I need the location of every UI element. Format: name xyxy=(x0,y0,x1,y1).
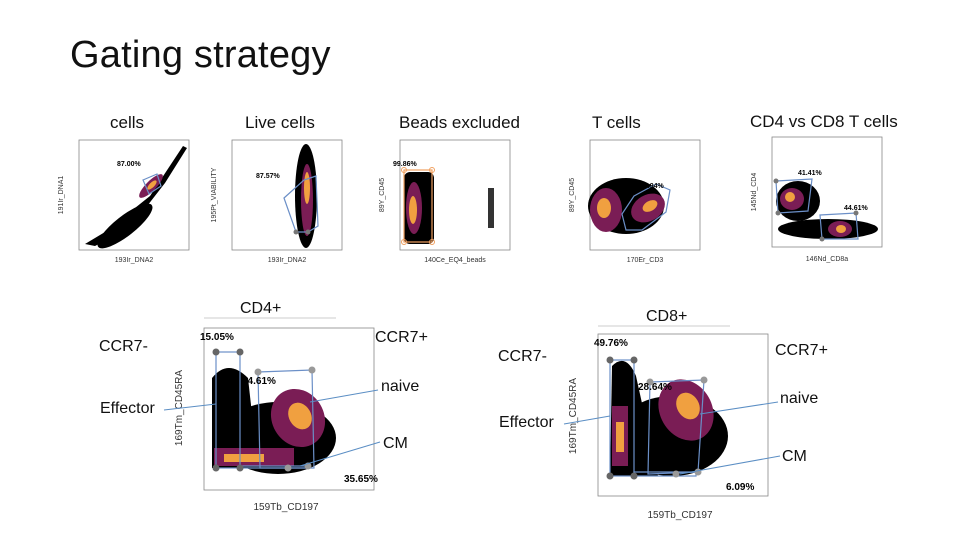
gate-percent-cm: 35.65% xyxy=(344,474,378,485)
slide-title: Gating strategy xyxy=(70,34,331,76)
x-axis-label: 159Tb_CD197 xyxy=(253,502,318,513)
plot-title-cd8-plus: CD8+ xyxy=(646,308,688,325)
plot-cells: 87.00% 193Ir_DNA2 191Ir_DNA1 xyxy=(58,139,190,264)
x-axis-label: 146Nd_CD8a xyxy=(806,256,849,263)
gate-polygon-cd4 xyxy=(775,178,813,214)
plot-title-cd4-vs-cd8: CD4 vs CD8 T cells xyxy=(750,112,898,131)
label-naive-cd4: naive xyxy=(381,378,420,395)
gate-percent-cd8: 44.61% xyxy=(844,205,869,212)
x-axis-label: 193Ir_DNA2 xyxy=(115,257,154,264)
label-ccr7-pos-cd4: CCR7+ xyxy=(375,329,428,346)
density-cloud xyxy=(85,146,187,249)
gate-polygon-cd8 xyxy=(819,212,859,240)
gate-rectangle xyxy=(403,169,433,243)
label-cm-cd4: CM xyxy=(383,435,408,452)
y-axis-label: 89Y_CD45 xyxy=(379,178,386,212)
gate-percent-naive: 24.61% xyxy=(242,376,276,387)
label-ccr7-neg-cd4: CCR7- xyxy=(99,338,148,355)
plot-beads-excluded: 99.86% 140Ce_EQ4_beads 89Y_CD45 xyxy=(379,139,511,264)
density-cloud xyxy=(212,368,336,474)
x-axis-label: 193Ir_DNA2 xyxy=(268,257,307,264)
gate-percent-effector: 15.05% xyxy=(200,332,234,343)
gate-effector xyxy=(609,359,635,477)
gate-percent: 87.57% xyxy=(256,173,281,180)
density-cloud xyxy=(588,178,665,234)
label-ccr7-neg-cd8: CCR7- xyxy=(498,348,547,365)
plot-cd4-vs-cd8: 41.41% 44.61% 146Nd_CD8a 145Nd_CD4 xyxy=(751,136,883,263)
gate-percent-naive: 28.64% xyxy=(638,382,672,393)
gate-percent-cd4: 41.41% xyxy=(798,170,823,177)
gate-polygon xyxy=(621,183,671,231)
density-cloud xyxy=(776,181,878,239)
y-axis-label: 195Pt_VIABILITY xyxy=(211,167,218,222)
x-axis-label: 170Er_CD3 xyxy=(627,257,664,264)
x-axis-label: 140Ce_EQ4_beads xyxy=(424,257,486,264)
plot-title-beads-excluded: Beads excluded xyxy=(399,113,520,132)
gate-polygon xyxy=(142,173,162,195)
gate-percent: 87.00% xyxy=(117,161,142,168)
y-axis-label: 169Tm_CD45RA xyxy=(568,378,579,454)
gate-percent-effector: 49.76% xyxy=(594,338,628,349)
gate-effector xyxy=(215,351,241,469)
label-cm-cd8: CM xyxy=(782,448,807,465)
x-axis-label: 159Tb_CD197 xyxy=(647,510,712,521)
plot-live-cells: 87.57% 193Ir_DNA2 195Pt_VIABILITY xyxy=(211,139,343,264)
density-cloud xyxy=(295,144,317,248)
label-effector-cd8: Effector xyxy=(499,414,554,431)
plot-cd8-plus: 49.76% 28.64% 6.09% 159Tb_CD197 169Tm_CD… xyxy=(568,325,769,521)
y-axis-label: 145Nd_CD4 xyxy=(751,173,758,212)
gate-percent: 99.86% xyxy=(393,161,418,168)
plot-cd4-plus: 15.05% 24.61% 35.65% 159Tb_CD197 169Tm_C… xyxy=(174,317,378,513)
label-naive-cd8: naive xyxy=(780,390,819,407)
plot-t-cells: 35.94% 170Er_CD3 89Y_CD45 xyxy=(569,139,701,264)
label-ccr7-pos-cd8: CCR7+ xyxy=(775,342,828,359)
density-cloud xyxy=(404,172,494,244)
plot-title-cells: cells xyxy=(110,113,145,132)
label-effector-cd4: Effector xyxy=(100,400,155,417)
plot-title-cd4-plus: CD4+ xyxy=(240,300,282,317)
y-axis-label: 191Ir_DNA1 xyxy=(58,176,65,215)
gate-percent-cm: 6.09% xyxy=(726,482,754,493)
y-axis-label: 89Y_CD45 xyxy=(569,178,576,212)
gate-percent: 35.94% xyxy=(640,183,665,190)
plot-title-live-cells: Live cells xyxy=(245,113,315,132)
plot-title-t-cells: T cells xyxy=(592,113,641,132)
gate-naive xyxy=(257,369,315,469)
density-cloud xyxy=(610,360,728,476)
